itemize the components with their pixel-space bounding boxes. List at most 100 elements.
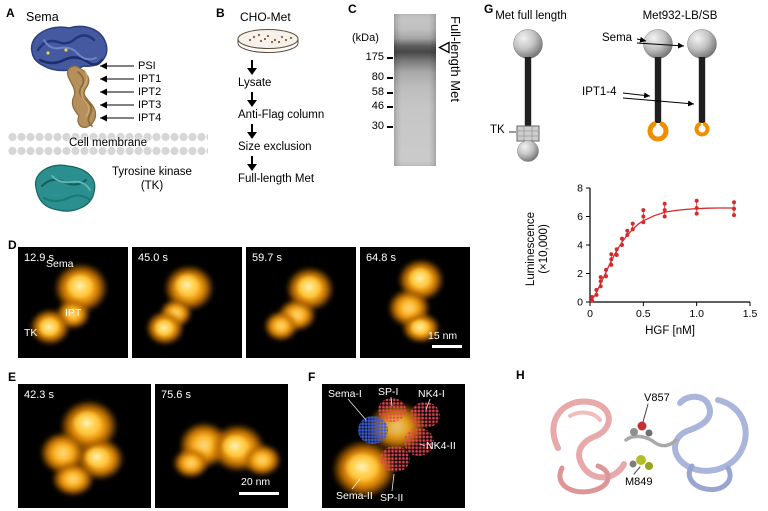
panel-d-label: D — [8, 238, 17, 252]
y-label-line1: Luminescence — [525, 211, 537, 287]
afm-core — [72, 410, 102, 436]
svg-text:0.5: 0.5 — [636, 308, 651, 320]
scalebar — [432, 345, 462, 348]
afm-frame-4: 64.8 s 15 nm — [360, 247, 470, 358]
sema-i-label: Sema-I — [328, 388, 362, 400]
domain-label-ipt3: IPT3 — [138, 99, 162, 111]
sds-page-gel-lane — [394, 14, 436, 166]
step-lysate: Lysate — [238, 77, 272, 89]
sema-title: Sema — [26, 10, 59, 24]
petri-dish-icon — [237, 29, 299, 53]
svg-text:1.5: 1.5 — [743, 308, 758, 320]
gel-marker-tick — [387, 57, 393, 59]
y-label-line2: (×10,000) — [538, 224, 550, 274]
nk4-i-label: NK4-I — [418, 388, 445, 400]
met-ectodomain-illustration — [30, 25, 108, 128]
kinase-label-line1: Tyrosine kinase — [112, 166, 192, 178]
afm-blob — [243, 444, 281, 476]
timestamp: 12.9 s — [24, 252, 54, 264]
chart-y-axis-label: Luminescence (×10,000) — [525, 179, 551, 319]
scalebar — [239, 492, 279, 495]
gel-marker-tick — [387, 126, 393, 128]
sp-ii-label: SP-II — [380, 492, 404, 504]
sema-i-model-overlay — [358, 416, 388, 444]
afm-core — [344, 452, 380, 482]
ipt-annotation: IPT — [65, 307, 82, 319]
cell-membrane-graphic — [8, 130, 208, 158]
met-construct-schematics — [509, 29, 717, 162]
panel-b-label: B — [216, 6, 225, 20]
timestamp: 75.6 s — [161, 389, 191, 401]
down-arrow-icon — [246, 156, 258, 171]
svg-text:2: 2 — [577, 268, 583, 280]
svg-text:0: 0 — [587, 308, 593, 320]
svg-text:1.0: 1.0 — [689, 308, 704, 320]
kinase-label-line2: (TK) — [140, 180, 164, 192]
kinase-dimer-ribbon-illustration — [550, 393, 749, 495]
gel-marker-80: 80 — [371, 71, 384, 83]
sema-schematic-label: Sema — [602, 32, 633, 44]
sp-ii-model-overlay — [380, 446, 410, 472]
timestamp: 45.0 s — [138, 252, 168, 264]
afm-core — [66, 273, 94, 299]
residue-label-v857: V857 — [644, 392, 670, 404]
sema-annotation: Sema — [46, 258, 74, 270]
sema-ii-label: Sema-II — [336, 490, 373, 502]
construct-title-left: Met full length — [495, 10, 567, 22]
down-arrow-icon — [246, 124, 258, 139]
domain-label-ipt1: IPT1 — [138, 73, 162, 85]
tk-annotation: TK — [24, 327, 38, 339]
scalebar-label: 20 nm — [241, 476, 271, 488]
nk4-i-model-overlay — [410, 402, 440, 428]
construct-title-right: Met932-LB/SB — [642, 10, 718, 22]
afm-frame-1: 12.9 s Sema IPT TK — [18, 247, 128, 358]
afm-core — [410, 319, 430, 335]
tyrosine-kinase-illustration — [34, 164, 96, 212]
svg-text:8: 8 — [577, 183, 583, 195]
step-full-length-met: Full-length Met — [238, 173, 315, 185]
kda-units-label: (kDa) — [352, 32, 379, 44]
sp-i-label: SP-I — [378, 386, 399, 398]
afm-frame-2: 45.0 s — [132, 247, 242, 358]
afm-blob — [264, 311, 298, 341]
afm-blob — [52, 462, 94, 496]
panel-f-label: F — [308, 370, 316, 384]
afm-core — [38, 317, 60, 337]
gel-marker-30: 30 — [371, 120, 384, 132]
gel-marker-46: 46 — [371, 100, 384, 112]
afm-frame-3: 59.7 s — [246, 247, 356, 358]
ipt1-4-schematic-label: IPT1-4 — [582, 86, 617, 98]
annotation-lines — [347, 396, 431, 492]
timestamp: 59.7 s — [252, 252, 282, 264]
domain-label-ipt4: IPT4 — [138, 112, 162, 124]
gel-marker-tick — [387, 106, 393, 108]
down-arrow-icon — [246, 92, 258, 107]
panel-e-label: E — [8, 370, 17, 384]
panel-c-label: C — [348, 2, 357, 16]
afm-core — [84, 446, 110, 468]
gel-marker-tick — [387, 92, 393, 94]
afm-core — [154, 319, 174, 337]
nk4-ii-label: NK4-II — [426, 440, 456, 452]
afm-frame-6: 75.6 s 20 nm — [155, 384, 288, 508]
step-antiflag: Anti-Flag column — [238, 109, 325, 121]
domain-label-ipt2: IPT2 — [138, 86, 162, 98]
gel-marker-tick — [387, 77, 393, 79]
nk4-ii-model-overlay — [404, 428, 434, 456]
afm-core — [174, 273, 200, 297]
band-arrowhead-icon — [438, 41, 450, 54]
gel-marker-58: 58 — [371, 86, 384, 98]
hgf-luminescence-chart: 0 2 4 6 8 0 0.5 1.0 1.5 — [577, 183, 758, 321]
chart-x-axis-label: HGF [nM] — [645, 325, 695, 337]
panel-a-label: A — [6, 6, 15, 20]
gel-band-label: Full-length Met — [448, 16, 463, 102]
timestamp: 64.8 s — [366, 252, 396, 264]
down-arrow-icon — [246, 60, 258, 75]
afm-core — [296, 275, 322, 299]
svg-text:6: 6 — [577, 211, 583, 223]
tk-schematic-label: TK — [490, 124, 505, 136]
afm-frame-5: 42.3 s — [18, 384, 151, 508]
residue-label-m849: M849 — [625, 476, 653, 488]
gel-marker-175: 175 — [365, 51, 384, 63]
